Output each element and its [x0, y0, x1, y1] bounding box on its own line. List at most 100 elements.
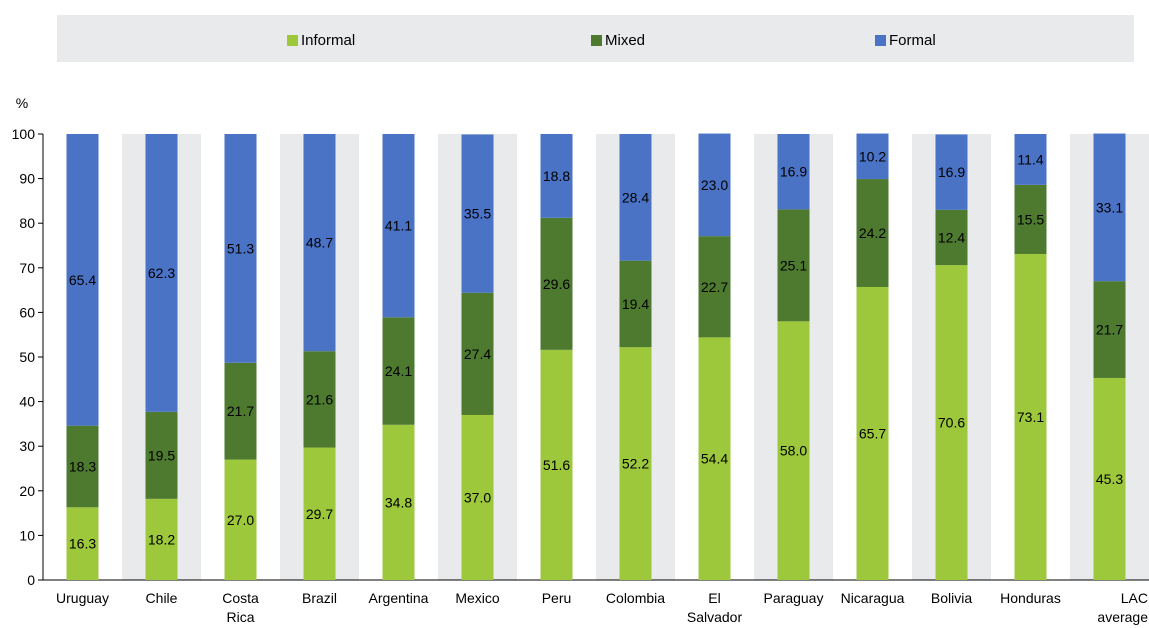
category-label: Honduras	[1000, 590, 1061, 606]
data-label-formal: 16.9	[938, 164, 965, 180]
category-label: Argentina	[369, 590, 429, 606]
bar-informal	[540, 349, 573, 580]
category-label-line: Colombia	[606, 590, 665, 606]
bar-formal	[619, 134, 652, 261]
category-label: El Salvador	[687, 590, 743, 625]
data-label-mixed: 19.5	[148, 447, 175, 463]
bar-informal	[1014, 253, 1047, 580]
y-tick-label: 70	[19, 260, 35, 276]
data-label-formal: 11.4	[1017, 151, 1043, 167]
data-label-mixed: 15.5	[1017, 211, 1044, 227]
bar-formal	[461, 134, 494, 293]
category-label-line: Mexico	[455, 590, 500, 606]
y-axis-label: %	[16, 95, 28, 111]
bar-informal	[777, 321, 810, 580]
data-label-mixed: 21.7	[227, 403, 254, 419]
bar-formal	[935, 134, 968, 210]
data-labels: 16.3 18.3 65.4 18.2 19.5 62.3 27.0 21.7 51.3 29.7…	[69, 148, 1123, 551]
bar-mixed	[461, 292, 494, 415]
legend-label-informal: Informal	[301, 32, 356, 49]
data-label-informal: 58.0	[780, 443, 807, 459]
category-label-line: average	[1097, 609, 1148, 625]
bar-mixed	[1093, 281, 1126, 378]
y-tick-label: 50	[19, 349, 35, 365]
data-label-mixed: 12.4	[938, 229, 965, 245]
category-label-line: Honduras	[1000, 590, 1061, 606]
data-label-formal: 35.5	[464, 206, 491, 222]
y-tick-label: 40	[19, 394, 35, 410]
data-label-formal: 18.8	[543, 168, 570, 184]
category-label-line: Salvador	[687, 609, 743, 625]
bar-formal	[698, 133, 731, 237]
category-label: Paraguay	[764, 590, 824, 606]
legend-item-formal: Formal	[875, 32, 936, 49]
legend: Informal Mixed Formal	[57, 15, 1134, 62]
legend-swatch-mixed	[591, 35, 602, 46]
category-label: Colombia	[606, 590, 665, 606]
bar-informal	[66, 507, 99, 580]
category-label: Bolivia	[931, 590, 972, 606]
data-label-informal: 34.8	[385, 494, 412, 510]
category-label: Peru	[542, 590, 572, 606]
category-label-line: LAC	[1121, 590, 1148, 606]
bar-informal	[224, 459, 257, 580]
category-label: LAC average	[1097, 590, 1148, 625]
bar-formal	[66, 134, 99, 426]
data-label-informal: 54.4	[701, 451, 728, 467]
bar-formal	[1093, 133, 1126, 282]
data-label-informal: 51.6	[543, 457, 570, 473]
bar-informal	[856, 286, 889, 580]
data-label-informal: 45.3	[1096, 471, 1123, 487]
data-label-informal: 27.0	[227, 512, 254, 528]
y-tick-label: 10	[19, 527, 35, 543]
category-label-line: Chile	[146, 590, 178, 606]
data-label-mixed: 18.3	[69, 458, 96, 474]
bar-informal	[1093, 377, 1126, 580]
category-label: Nicaragua	[841, 590, 905, 606]
data-label-formal: 33.1	[1096, 199, 1123, 215]
legend-label-mixed: Mixed	[605, 32, 646, 49]
category-label-line: Costa	[222, 590, 259, 606]
bars	[66, 133, 1126, 580]
bar-mixed	[935, 209, 968, 266]
category-label: Chile	[146, 590, 178, 606]
bar-informal	[698, 337, 731, 580]
data-label-formal: 65.4	[69, 272, 96, 288]
data-label-formal: 10.2	[859, 148, 886, 164]
bar-mixed	[303, 351, 336, 448]
bar-formal	[777, 134, 810, 210]
data-label-mixed: 24.1	[385, 363, 412, 379]
data-label-formal: 48.7	[306, 235, 333, 251]
data-label-informal: 16.3	[69, 536, 96, 552]
data-label-mixed: 29.6	[543, 276, 570, 292]
category-label-line: Nicaragua	[841, 590, 905, 606]
bar-informal	[461, 414, 494, 580]
bar-formal	[856, 133, 889, 180]
category-labels: Uruguay Chile Costa Rica Brazil Argentina Mexi…	[56, 590, 1148, 625]
category-label-line: Rica	[226, 609, 254, 625]
bar-informal	[145, 498, 178, 580]
legend-item-mixed: Mixed	[591, 32, 645, 49]
category-label-line: Bolivia	[931, 590, 972, 606]
data-label-formal: 28.4	[622, 189, 649, 205]
bar-formal	[1014, 134, 1047, 185]
data-label-formal: 23.0	[701, 177, 728, 193]
legend-swatch-formal	[875, 35, 886, 46]
category-label-line: Paraguay	[764, 590, 824, 606]
bar-mixed	[619, 260, 652, 348]
data-label-informal: 37.0	[464, 489, 491, 505]
bar-mixed	[1014, 184, 1047, 254]
bar-mixed	[66, 425, 99, 508]
category-label-line: Peru	[542, 590, 572, 606]
bar-informal	[935, 265, 968, 580]
bar-formal	[382, 134, 415, 318]
data-label-mixed: 19.4	[622, 296, 649, 312]
bar-informal	[382, 424, 415, 580]
bar-mixed	[856, 179, 889, 287]
bar-informal	[303, 447, 336, 580]
data-label-mixed: 25.1	[780, 257, 807, 273]
y-tick-label: 80	[19, 215, 35, 231]
data-label-informal: 65.7	[859, 425, 886, 441]
data-label-informal: 70.6	[938, 415, 965, 431]
